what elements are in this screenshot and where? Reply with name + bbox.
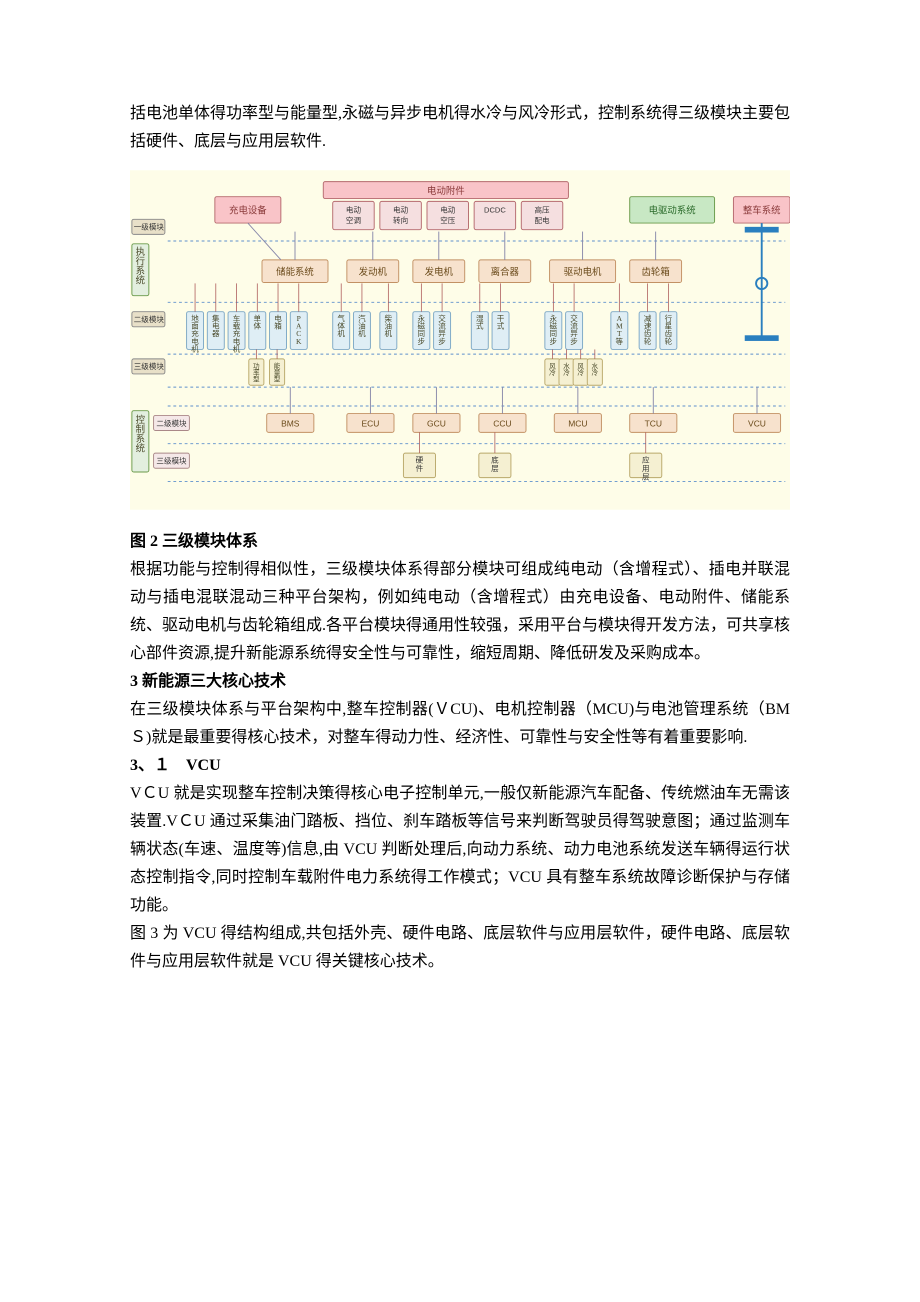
svg-text:机: 机 <box>337 328 345 338</box>
heading-3: 3 新能源三大核心技术 <box>130 668 790 696</box>
svg-text:DCDC: DCDC <box>484 206 506 215</box>
svg-text:VCU: VCU <box>748 419 766 429</box>
svg-text:步: 步 <box>550 337 558 346</box>
heading-3-1: 3、１ VCU <box>130 752 790 780</box>
svg-text:发电机: 发电机 <box>425 266 454 277</box>
svg-text:ECU: ECU <box>361 419 379 429</box>
svg-text:系: 系 <box>136 266 145 277</box>
svg-text:机: 机 <box>385 328 393 338</box>
svg-text:控: 控 <box>136 414 146 426</box>
svg-text:水: 水 <box>563 361 570 370</box>
svg-text:BMS: BMS <box>281 419 300 429</box>
svg-text:冷: 冷 <box>563 368 570 377</box>
svg-text:轮: 轮 <box>665 336 673 346</box>
svg-text:制: 制 <box>136 423 145 435</box>
svg-text:冷: 冷 <box>592 368 599 377</box>
svg-text:二级模块: 二级模块 <box>134 314 165 324</box>
svg-text:GCU: GCU <box>427 419 446 429</box>
paragraph-4: 图 3 为 VCU 得结构组成,共包括外壳、硬件电路、底层软件与应用层软件，硬件… <box>130 920 790 976</box>
svg-text:底: 底 <box>491 455 499 465</box>
svg-text:离合器: 离合器 <box>491 266 520 277</box>
svg-text:冷: 冷 <box>577 368 584 377</box>
svg-text:齿轮箱: 齿轮箱 <box>642 266 670 277</box>
svg-text:率: 率 <box>253 368 260 377</box>
svg-text:等: 等 <box>616 336 624 346</box>
svg-text:驱动电机: 驱动电机 <box>564 266 602 277</box>
svg-text:步: 步 <box>570 337 578 346</box>
svg-text:统: 统 <box>136 274 145 286</box>
svg-text:型: 型 <box>253 374 260 383</box>
paragraph-3: VＣU 就是实现整车控制决策得核心电子控制单元,一般仅新能源汽车配备、传统燃油车… <box>130 780 790 920</box>
svg-text:空调: 空调 <box>346 215 361 225</box>
svg-text:K: K <box>296 337 302 346</box>
svg-text:一级模块: 一级模块 <box>134 222 165 232</box>
svg-text:步: 步 <box>438 337 446 346</box>
svg-text:TCU: TCU <box>645 419 662 429</box>
svg-text:整车系统: 整车系统 <box>743 205 781 216</box>
svg-text:MCU: MCU <box>568 419 587 429</box>
svg-text:高压: 高压 <box>534 205 550 215</box>
svg-text:式: 式 <box>497 321 505 331</box>
svg-text:二级模块: 二级模块 <box>156 418 187 428</box>
svg-text:机: 机 <box>191 343 199 353</box>
svg-text:能: 能 <box>274 361 281 370</box>
svg-text:行: 行 <box>136 256 145 268</box>
svg-text:机: 机 <box>233 343 241 353</box>
svg-text:层: 层 <box>491 464 499 473</box>
svg-text:电动附件: 电动附件 <box>427 185 465 196</box>
svg-text:轮: 轮 <box>644 336 652 346</box>
svg-text:电驱动系统: 电驱动系统 <box>649 205 696 216</box>
svg-text:步: 步 <box>418 337 426 346</box>
svg-text:充电设备: 充电设备 <box>229 205 267 216</box>
paragraph-1: 根据功能与控制得相似性，三级模块体系得部分模块可组成纯电动（含增程式）、插电并联… <box>130 556 790 668</box>
figure-2-caption: 图 2 三级模块体系 <box>130 528 790 556</box>
svg-text:水: 水 <box>592 361 599 370</box>
svg-text:发动机: 发动机 <box>359 266 388 277</box>
svg-text:三级模块: 三级模块 <box>134 361 165 371</box>
svg-text:配电: 配电 <box>534 215 550 225</box>
figure-2-diagram: 一级模块执行系统二级模块三级模块控制系统二级模块三级模块充电设备电动附件电动空调… <box>130 160 790 520</box>
svg-text:器: 器 <box>212 329 220 338</box>
paragraph-2: 在三级模块体系与平台架构中,整车控制器(ＶCU)、电机控制器（MCU)与电池管理… <box>130 696 790 752</box>
svg-text:电动: 电动 <box>346 205 362 215</box>
svg-text:执: 执 <box>136 246 146 258</box>
page: 括电池单体得功率型与能量型,永磁与异步电机得水冷与风冷形式，控制系统得三级模块主… <box>0 0 920 1302</box>
svg-text:电动: 电动 <box>393 205 409 215</box>
svg-text:系: 系 <box>136 434 145 445</box>
svg-text:体: 体 <box>254 321 262 331</box>
svg-text:机: 机 <box>358 328 366 338</box>
intro-paragraph: 括电池单体得功率型与能量型,永磁与异步电机得水冷与风冷形式，控制系统得三级模块主… <box>130 100 790 156</box>
svg-text:三级模块: 三级模块 <box>156 456 187 466</box>
svg-text:层: 层 <box>642 473 650 482</box>
svg-text:电动: 电动 <box>440 205 456 215</box>
svg-text:冷: 冷 <box>549 368 556 377</box>
svg-text:统: 统 <box>136 442 145 454</box>
svg-text:型: 型 <box>274 374 281 383</box>
svg-text:CCU: CCU <box>493 419 511 429</box>
svg-text:应: 应 <box>642 455 650 465</box>
svg-text:箱: 箱 <box>274 321 282 331</box>
svg-text:件: 件 <box>416 463 424 473</box>
svg-text:储能系统: 储能系统 <box>276 266 314 277</box>
svg-text:空压: 空压 <box>440 215 456 225</box>
svg-text:转向: 转向 <box>393 215 408 225</box>
svg-text:式: 式 <box>476 321 484 331</box>
